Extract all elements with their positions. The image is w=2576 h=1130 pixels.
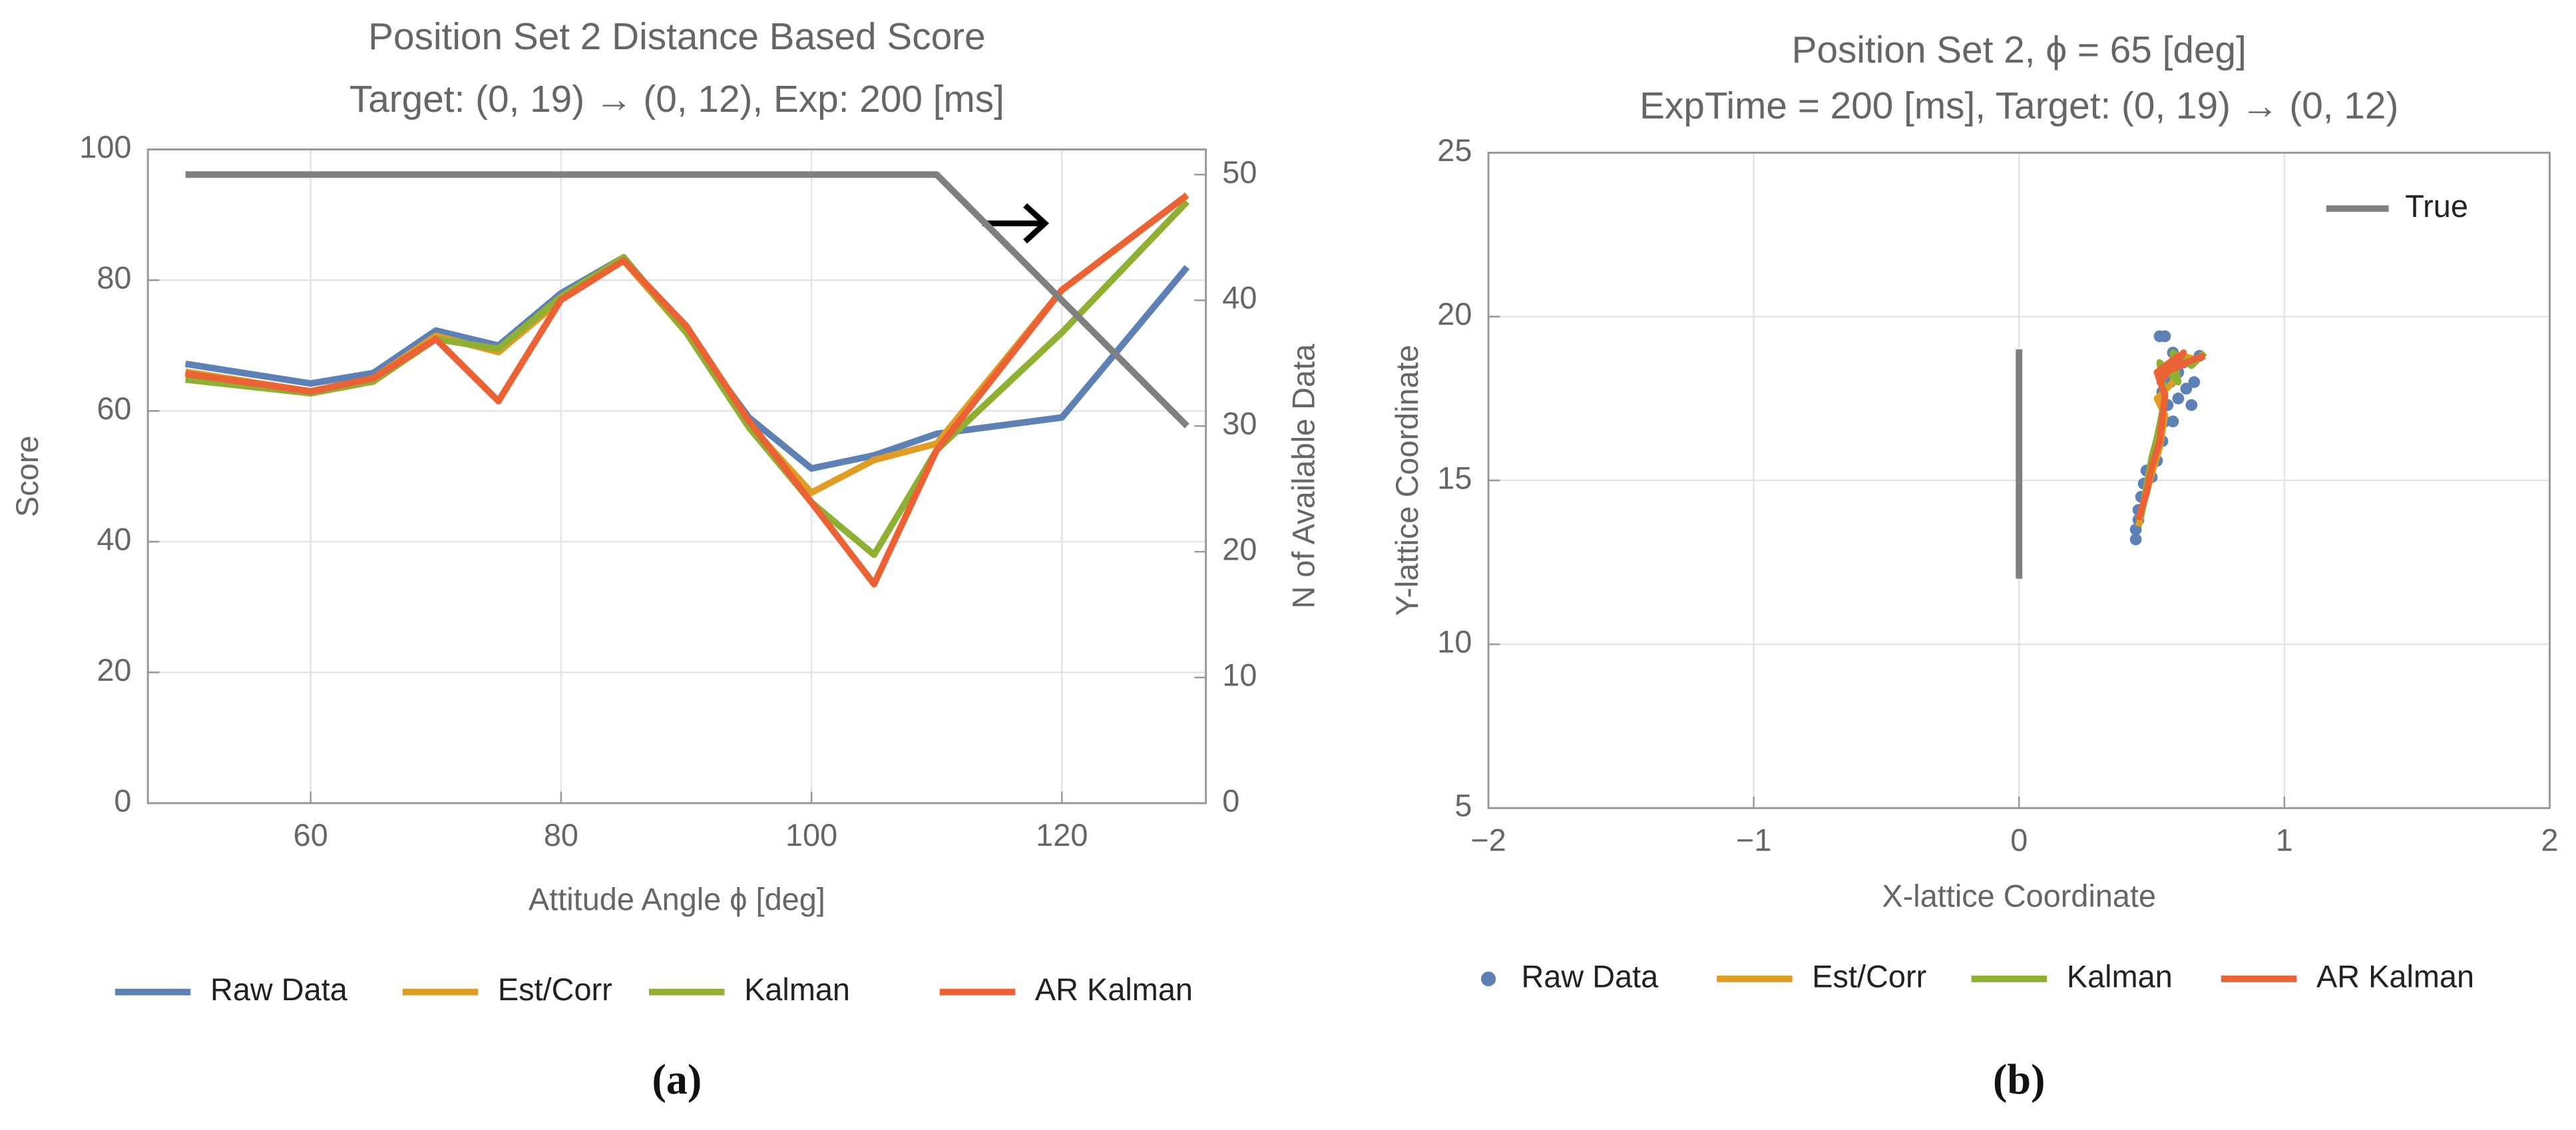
y-tick-label: 10 — [1437, 624, 1472, 659]
data-point — [2172, 392, 2185, 405]
caption: (b) — [1993, 1056, 2045, 1103]
x-tick-label: 60 — [294, 818, 328, 852]
plot-frame — [146, 148, 1207, 805]
chart-title: Position Set 2 Distance Based Score — [368, 16, 985, 58]
x-tick-label: 2 — [2541, 823, 2558, 857]
x-tick-label: −2 — [1470, 823, 1506, 857]
y-axis-label: Y-lattice Coordinate — [1390, 345, 1424, 616]
x-tick-label: 0 — [2010, 823, 2028, 857]
y-tick-label: 100 — [79, 130, 131, 164]
y-tick-label: 80 — [97, 260, 131, 295]
legend-label: AR Kalman — [2316, 959, 2474, 994]
series-line — [184, 192, 1189, 588]
y2-tick-label: 10 — [1222, 658, 1257, 692]
x-tick-label: 1 — [2276, 823, 2293, 857]
y2-tick-label: 30 — [1222, 407, 1257, 441]
y-tick-label: 0 — [114, 783, 131, 818]
caption: (a) — [652, 1056, 702, 1103]
x-tick-label: 100 — [785, 818, 837, 852]
chart-title: Position Set 2, ϕ = 65 [deg] — [1792, 29, 2247, 71]
legend-label: AR Kalman — [1035, 972, 1193, 1007]
arrow-annotation — [982, 203, 1050, 244]
y-tick-label: 5 — [1454, 789, 1472, 823]
x-axis-label: Attitude Angle ϕ [deg] — [529, 882, 825, 916]
legend-label: True — [2405, 189, 2468, 224]
chart-subtitle: Target: (0, 19) → (0, 12), Exp: 200 [ms] — [349, 79, 1004, 120]
y-tick-label: 40 — [97, 522, 131, 556]
y-tick-label: 25 — [1437, 133, 1472, 168]
legend-label: Raw Data — [210, 972, 348, 1007]
data-point — [2153, 330, 2166, 343]
data-point — [2185, 399, 2198, 411]
legend-label: Kalman — [744, 972, 850, 1007]
series-line — [184, 254, 1190, 472]
legend-label: Est/Corr — [498, 972, 612, 1007]
y-tick-label: 20 — [1437, 297, 1472, 331]
data-point — [2180, 383, 2193, 395]
data-point — [2129, 523, 2142, 536]
legend-label: Kalman — [2067, 959, 2173, 994]
y2-tick-label: 0 — [1222, 783, 1239, 818]
x-axis-label: X-lattice Coordinate — [1882, 878, 2156, 913]
y-tick-label: 60 — [97, 391, 131, 426]
data-point — [2129, 533, 2142, 546]
data-point — [2167, 415, 2179, 428]
x-tick-label: 120 — [1036, 818, 1088, 852]
data-point — [2188, 376, 2201, 389]
y2-tick-label: 40 — [1222, 281, 1257, 315]
legend-label: Est/Corr — [1812, 959, 1926, 994]
y-tick-label: 20 — [97, 653, 131, 687]
x-tick-label: 80 — [544, 818, 578, 852]
legend-label: Raw Data — [1521, 959, 1659, 994]
series-line — [2135, 349, 2206, 521]
series-line — [184, 192, 1189, 496]
y2-axis-label: N of Available Data — [1287, 343, 1321, 609]
y-axis-label: Score — [10, 436, 45, 517]
y2-tick-label: 50 — [1222, 155, 1257, 190]
series-line — [185, 171, 1189, 429]
legend-swatch — [1480, 971, 1496, 987]
x-tick-label: −1 — [1736, 823, 1771, 857]
chart-subtitle: ExpTime = 200 [ms], Target: (0, 19) → (0… — [1639, 85, 2398, 127]
y-tick-label: 15 — [1437, 461, 1472, 495]
plot-frame — [1487, 152, 2551, 809]
y2-tick-label: 20 — [1222, 532, 1257, 566]
